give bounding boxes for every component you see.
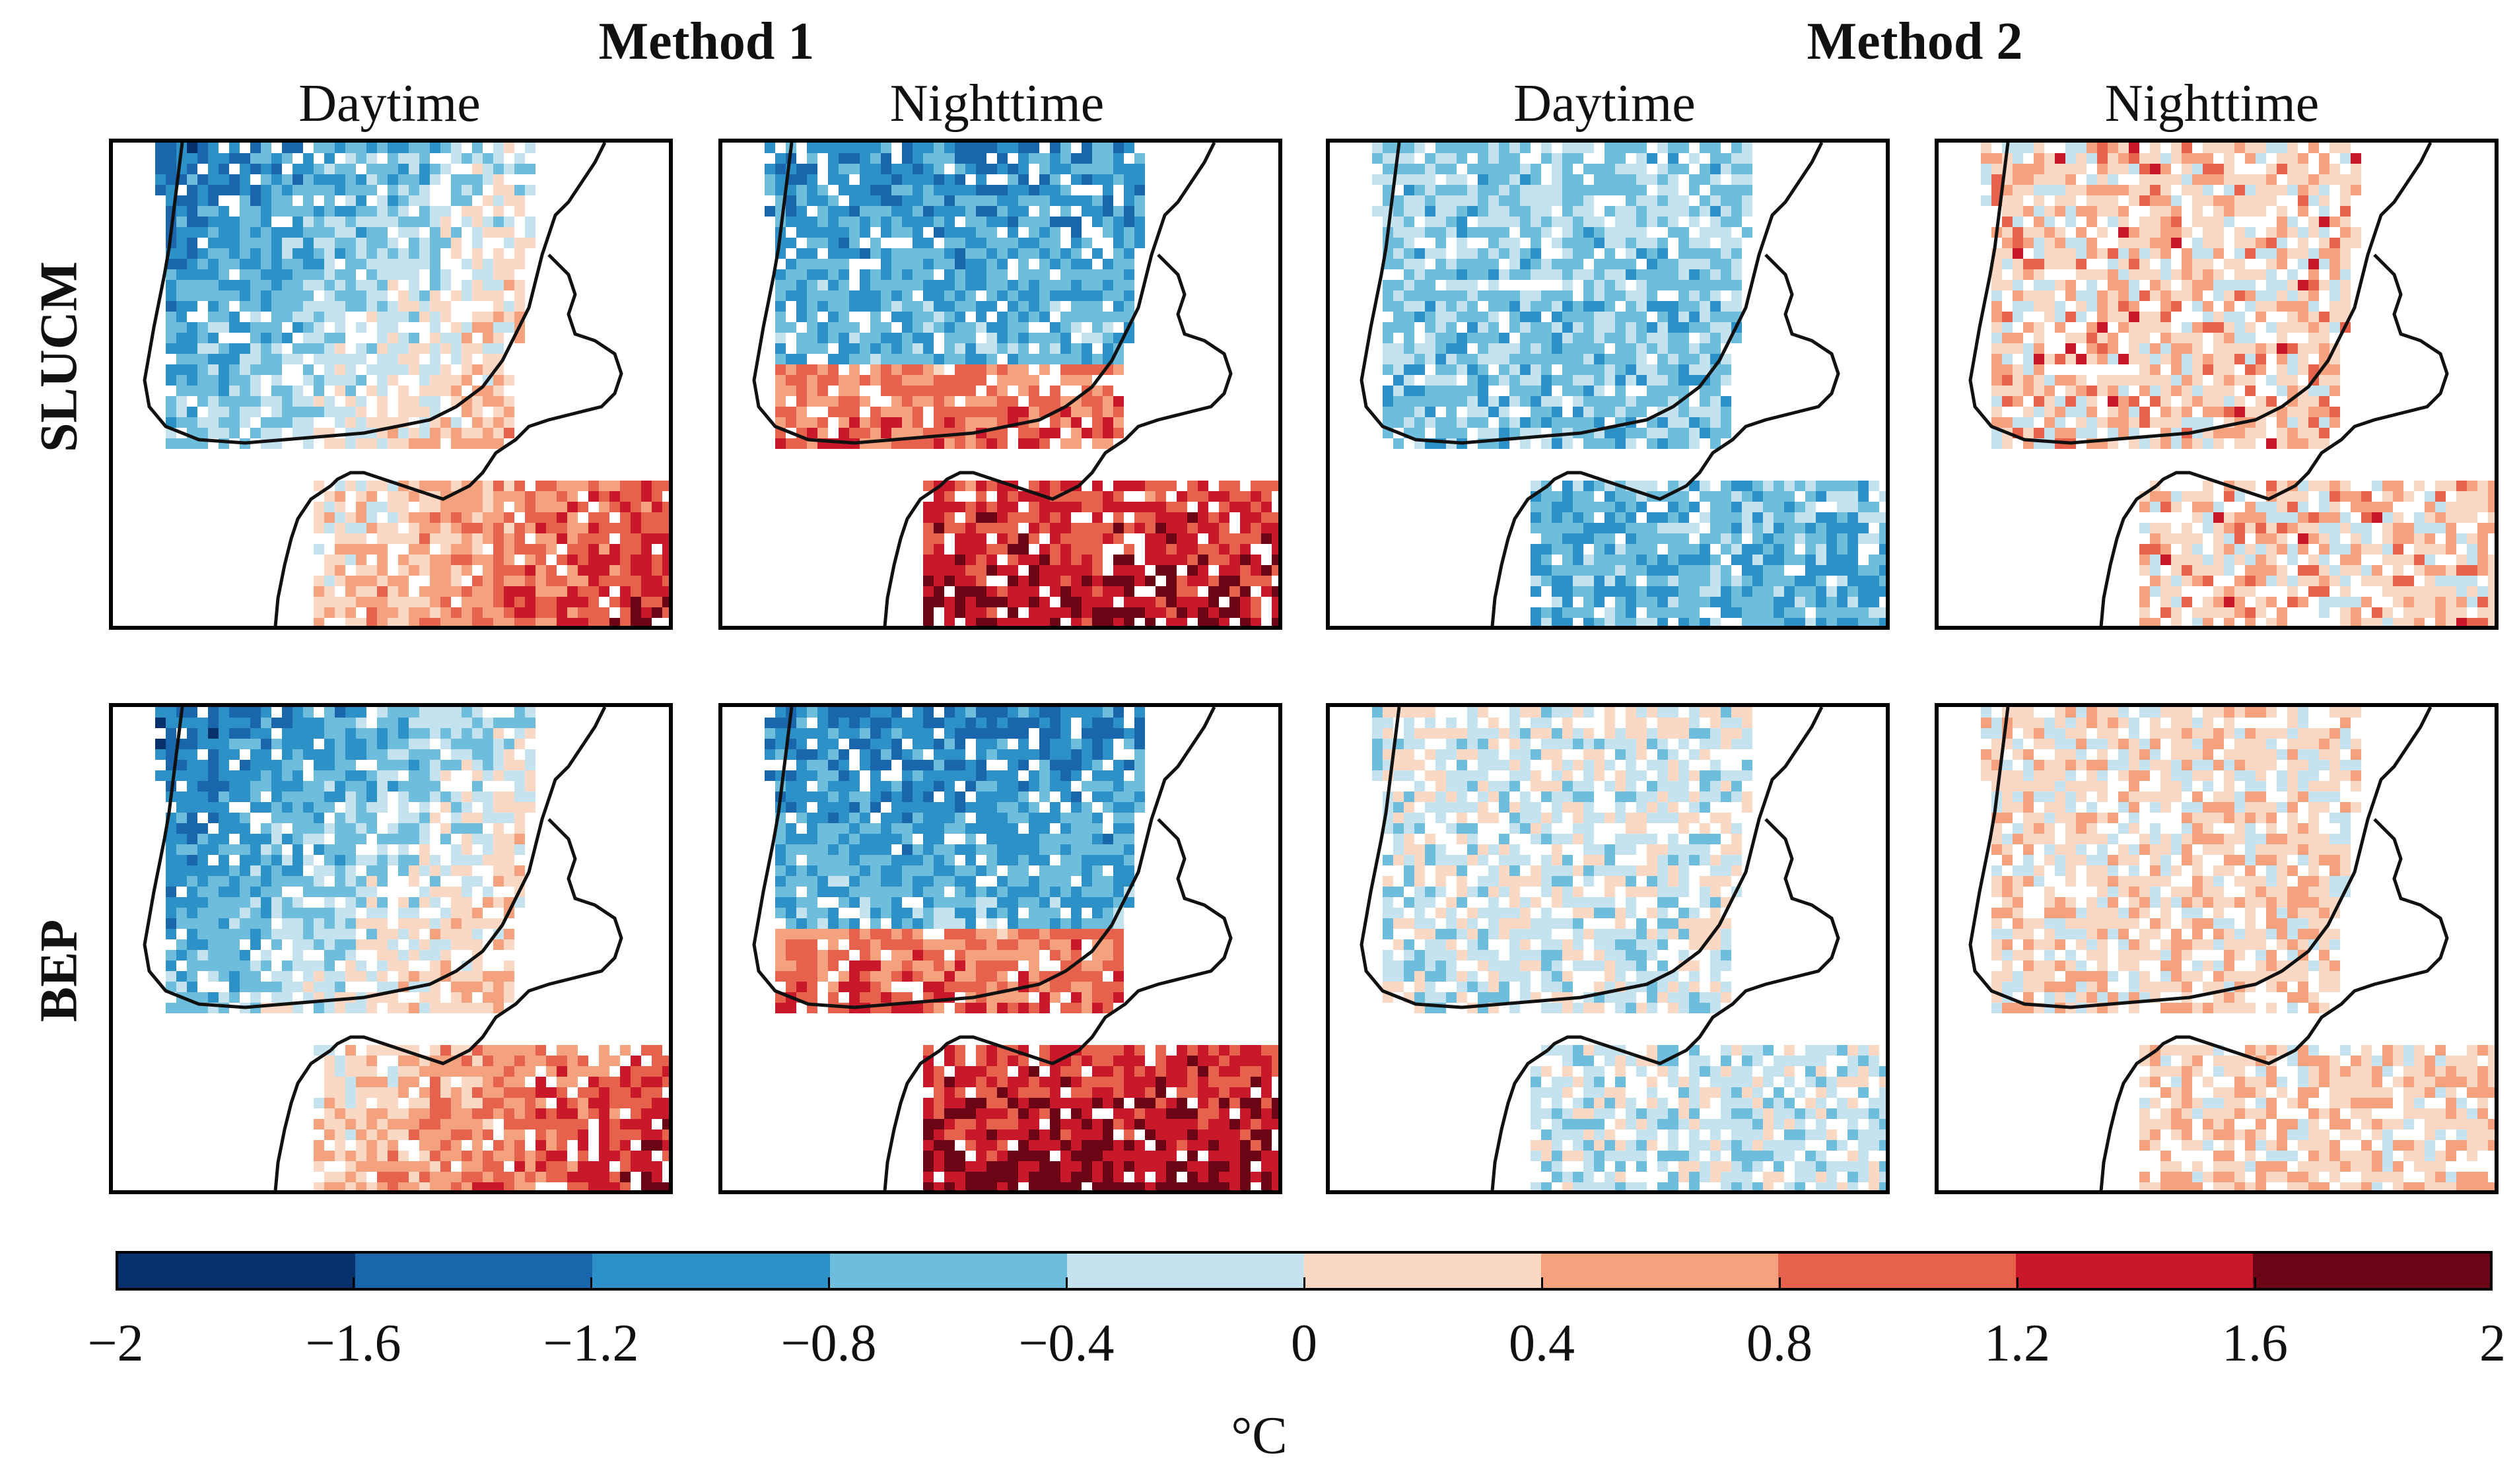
- colorbar-segment: [829, 1254, 1067, 1288]
- coastline: [1546, 253, 1840, 501]
- colorbar-tick-label: 1.2: [1984, 1314, 2050, 1372]
- row-label-slucm: SLUCM: [30, 261, 88, 452]
- colorbar-segment: [592, 1254, 830, 1288]
- map-svg: [1968, 707, 2495, 1190]
- method-2-title: Method 2: [1807, 13, 2023, 71]
- colorbar-tick-mark: [2254, 1277, 2256, 1291]
- colorbar-segment: [1778, 1254, 2016, 1288]
- coastline: [143, 707, 607, 1009]
- coastline: [1968, 707, 2433, 1009]
- colorbar-tick-label: −1.2: [543, 1314, 639, 1372]
- coastline: [883, 1048, 942, 1190]
- colorbar-segment: [1304, 1254, 1542, 1288]
- coastline: [329, 253, 623, 501]
- map-panel-slucm-m2-day: [1326, 139, 1890, 630]
- colorbar-tick-label: 2: [2479, 1314, 2506, 1372]
- colorbar-tick-label: −0.4: [1018, 1314, 1115, 1372]
- map-svg: [752, 143, 1278, 626]
- row-label-bep: BEP: [30, 919, 88, 1023]
- colorbar-tick-mark: [1779, 1277, 1781, 1291]
- coastline: [1360, 707, 1824, 1009]
- colorbar-tick-mark: [828, 1277, 830, 1291]
- colorbar-tick-label: 0.4: [1509, 1314, 1575, 1372]
- temperature-field: [765, 143, 1278, 626]
- colorbar-tick-mark: [2017, 1277, 2019, 1291]
- temperature-field: [1372, 707, 1886, 1190]
- coastline: [752, 707, 1216, 1009]
- coastline: [1968, 143, 2433, 445]
- coastline: [2155, 818, 2449, 1065]
- map-panel-slucm-m1-day: [109, 139, 673, 630]
- colorbar-tick-label: −2: [87, 1314, 144, 1372]
- colorbar-tick-mark: [1541, 1277, 1543, 1291]
- col-title-m2-night: Nighttime: [2104, 75, 2320, 133]
- coastline: [883, 484, 942, 626]
- col-title-m2-day: Daytime: [1513, 75, 1696, 133]
- colorbar-tick-mark: [353, 1277, 355, 1291]
- colorbar-tick-label: 0: [1291, 1314, 1317, 1372]
- method-1-title: Method 1: [598, 13, 815, 71]
- colorbar-tick-label: 1.6: [2222, 1314, 2288, 1372]
- coastline: [1490, 1048, 1549, 1190]
- temperature-field: [765, 707, 1278, 1190]
- coastline: [1546, 818, 1840, 1065]
- colorbar-segment: [355, 1254, 593, 1288]
- temperature-field: [1372, 143, 1886, 626]
- coastline: [143, 143, 607, 445]
- coastline: [2155, 253, 2449, 501]
- coastline: [2099, 484, 2158, 626]
- coastline: [1360, 143, 1824, 445]
- coastline: [273, 1048, 332, 1190]
- col-title-m1-day: Daytime: [298, 75, 481, 133]
- colorbar-tick-label: −1.6: [305, 1314, 401, 1372]
- map-panel-bep-m1-day: [109, 703, 673, 1194]
- map-svg: [1360, 707, 1886, 1190]
- coastline: [939, 818, 1233, 1065]
- colorbar-tick-label: 0.8: [1746, 1314, 1812, 1372]
- coastline: [329, 818, 623, 1065]
- temperature-field: [155, 143, 669, 626]
- coastline: [2099, 1048, 2158, 1190]
- colorbar: [116, 1251, 2493, 1291]
- colorbar-tick-mark: [1303, 1277, 1305, 1291]
- colorbar-segment: [1541, 1254, 1779, 1288]
- colorbar-tick-mark: [1066, 1277, 1068, 1291]
- colorbar-segment: [2015, 1254, 2253, 1288]
- temperature-field: [1981, 707, 2495, 1190]
- map-panel-bep-m2-night: [1935, 703, 2499, 1194]
- colorbar-tick-label: −0.8: [780, 1314, 877, 1372]
- colorbar-segment: [1066, 1254, 1305, 1288]
- colorbar-segment: [118, 1254, 356, 1288]
- colorbar-tick-mark: [590, 1277, 592, 1291]
- map-svg: [1968, 143, 2495, 626]
- map-svg: [143, 707, 669, 1190]
- map-panel-bep-m2-day: [1326, 703, 1890, 1194]
- coastline: [939, 253, 1233, 501]
- coastline: [273, 484, 332, 626]
- temperature-field: [155, 707, 669, 1190]
- colorbar-segment: [2252, 1254, 2491, 1288]
- colorbar-unit: °C: [1231, 1407, 1288, 1465]
- map-panel-bep-m1-night: [718, 703, 1282, 1194]
- coastline: [1490, 484, 1549, 626]
- map-svg: [752, 707, 1278, 1190]
- coastline: [752, 143, 1216, 445]
- map-svg: [143, 143, 669, 626]
- col-title-m1-night: Nighttime: [889, 75, 1105, 133]
- map-svg: [1360, 143, 1886, 626]
- temperature-field: [1981, 143, 2495, 626]
- map-panel-slucm-m2-night: [1935, 139, 2499, 630]
- map-panel-slucm-m1-night: [718, 139, 1282, 630]
